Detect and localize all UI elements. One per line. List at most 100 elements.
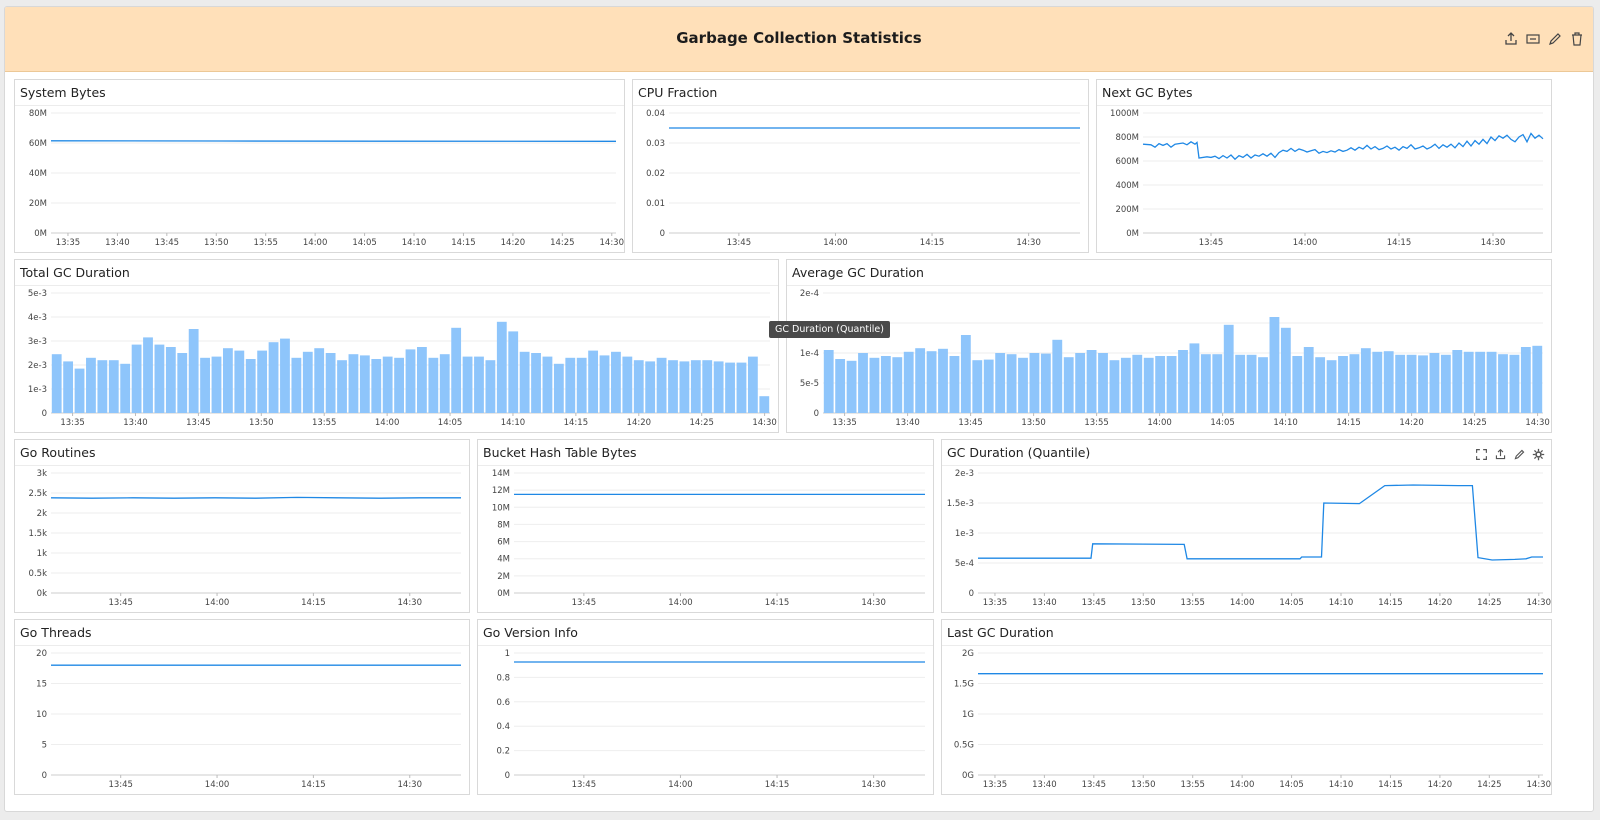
y-tick-label: 1 (505, 649, 510, 659)
panel-title: Go Routines (20, 445, 96, 460)
bar (995, 353, 1006, 413)
x-tick-label: 14:30 (1481, 238, 1506, 248)
bar (1166, 356, 1177, 413)
y-tick-label: 2e-4 (800, 289, 819, 299)
x-tick-label: 13:40 (895, 418, 920, 428)
x-tick-label: 14:20 (1399, 418, 1424, 428)
x-tick-label: 14:30 (861, 598, 886, 608)
y-tick-label: 200M (1115, 205, 1139, 215)
bar (314, 348, 325, 413)
bar (892, 357, 903, 413)
y-tick-label: 0 (660, 229, 665, 239)
panel-title: GC Duration (Quantile) (947, 445, 1091, 460)
x-tick-label: 14:15 (451, 238, 476, 248)
bar (485, 360, 496, 413)
series-line (978, 484, 1543, 561)
bar (759, 396, 770, 413)
panel-title: Go Version Info (483, 625, 578, 640)
bar (1418, 355, 1428, 413)
panel-title: Bucket Hash Table Bytes (483, 445, 637, 460)
y-tick-label: 0 (42, 771, 47, 781)
y-tick-label: 20M (29, 199, 47, 209)
x-tick-label: 14:15 (301, 780, 326, 790)
y-tick-label: 2M (497, 572, 510, 582)
bar (869, 357, 880, 413)
y-tick-label: 60M (29, 139, 47, 149)
chart-go-version-info: 0 0.2 0.4 0.6 0.8 1 13:45 14:00 14:15 14:30 (496, 649, 925, 790)
x-tick-label: 14:30 (600, 238, 625, 248)
bar (1372, 351, 1383, 413)
bar (1280, 327, 1291, 413)
export-icon[interactable] (1494, 448, 1507, 461)
x-tick-label: 13:45 (186, 418, 211, 428)
edit-icon[interactable] (1513, 448, 1526, 461)
x-tick-label: 14:00 (205, 598, 230, 608)
bar (1109, 360, 1120, 413)
trash-icon[interactable] (1569, 31, 1585, 47)
x-tick-label: 13:45 (727, 238, 752, 248)
bar (1029, 353, 1040, 413)
title-divider (15, 465, 469, 466)
bar (736, 362, 747, 413)
x-tick-label: 13:50 (249, 418, 274, 428)
x-tick-label: 14:30 (1527, 598, 1552, 608)
x-tick-label: 14:00 (303, 238, 328, 248)
y-tick-label: 0.02 (646, 169, 665, 179)
bar (542, 356, 553, 413)
y-tick-label: 0.01 (646, 199, 665, 209)
y-tick-label: 800M (1115, 133, 1139, 143)
x-tick-label: 14:25 (1477, 780, 1502, 790)
bar (1338, 356, 1348, 413)
dashboard-title: Garbage Collection Statistics (676, 29, 922, 47)
bar (915, 348, 926, 413)
bar (200, 357, 210, 413)
x-tick-label: 13:50 (204, 238, 229, 248)
gear-icon[interactable] (1532, 448, 1545, 461)
x-tick-label: 14:30 (861, 780, 886, 790)
y-tick-label: 0k (37, 589, 47, 599)
x-tick-label: 14:15 (1378, 780, 1403, 790)
bar (1292, 356, 1303, 413)
x-tick-label: 13:35 (832, 418, 857, 428)
bar (1223, 324, 1234, 413)
y-tick-label: 0 (969, 589, 974, 599)
x-tick-label: 13:55 (1084, 418, 1109, 428)
bar (86, 357, 96, 413)
y-tick-label: 0 (814, 409, 819, 419)
panel-gc-duration-quantile: GC Duration (Quantile) 0 5e-4 1e-3 1.5e-3 2e-… (941, 439, 1552, 613)
x-tick-label: 14:10 (501, 418, 526, 428)
x-tick-label: 14:30 (752, 418, 777, 428)
x-tick-label: 14:30 (1525, 418, 1550, 428)
bar (576, 357, 587, 413)
x-tick-label: 13:45 (572, 780, 597, 790)
bar (508, 331, 519, 413)
y-tick-label: 10 (36, 710, 47, 720)
x-tick-label: 14:05 (352, 238, 377, 248)
bar (382, 356, 393, 413)
bar (1315, 357, 1326, 413)
x-tick-label: 14:25 (1462, 418, 1487, 428)
x-tick-label: 13:35 (60, 418, 85, 428)
bar (405, 349, 416, 413)
x-tick-label: 13:35 (983, 598, 1008, 608)
bar (143, 337, 153, 413)
bar (222, 348, 233, 413)
bar (359, 355, 370, 413)
y-tick-label: 0.2 (496, 747, 510, 757)
bar (74, 368, 85, 413)
expand-icon[interactable] (1475, 448, 1488, 461)
bar (188, 329, 199, 413)
embed-icon[interactable] (1525, 31, 1541, 47)
export-icon[interactable] (1503, 31, 1519, 47)
y-tick-label: 1e-4 (800, 349, 819, 359)
bar (1040, 353, 1051, 413)
bar (1143, 357, 1154, 413)
panel-title: Last GC Duration (947, 625, 1054, 640)
x-tick-label: 13:45 (155, 238, 180, 248)
bar (880, 356, 891, 413)
x-tick-label: 14:15 (564, 418, 589, 428)
panel-system-bytes: System Bytes 0M 20M 40M 60M 80M 13:35 13:40 13:4… (14, 79, 625, 253)
edit-icon[interactable] (1547, 31, 1563, 47)
bar (679, 361, 690, 413)
bar (1052, 339, 1063, 413)
